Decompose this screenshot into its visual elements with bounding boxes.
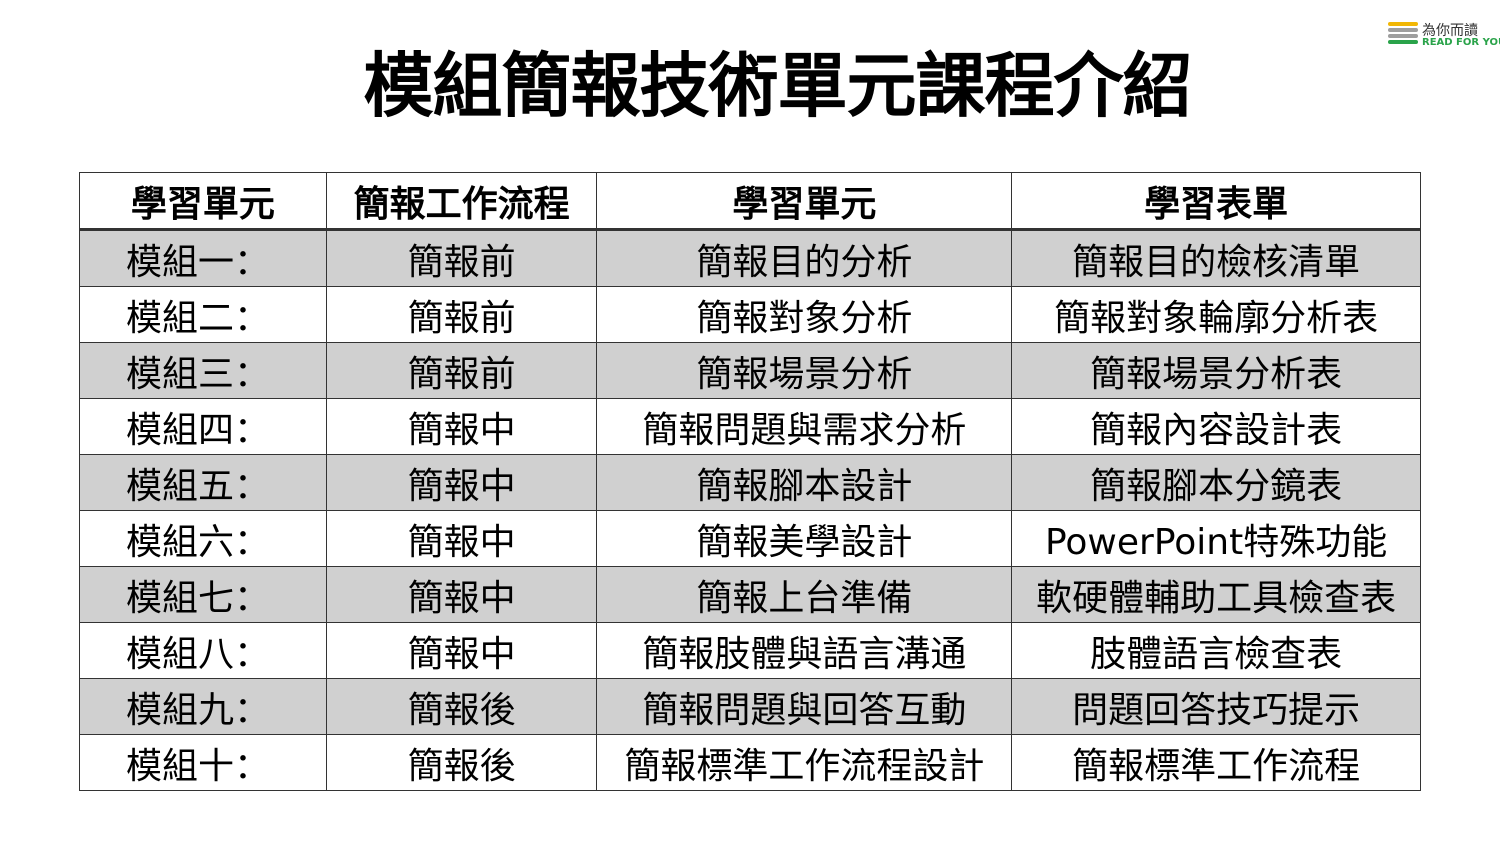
table-cell: 模組五： — [79, 454, 327, 511]
table-cell: 簡報對象輪廓分析表 — [1011, 286, 1421, 343]
table-cell: 簡報問題與回答互動 — [596, 678, 1013, 735]
column-header: 學習單元 — [79, 172, 327, 231]
table-cell: 簡報目的分析 — [596, 229, 1013, 287]
table-cell: 簡報目的檢核清單 — [1011, 229, 1421, 287]
table-cell: 肢體語言檢查表 — [1011, 622, 1421, 679]
table-cell: 模組一： — [79, 229, 327, 287]
table-header: 學習單元 簡報工作流程 學習單元 學習表單 — [79, 172, 1421, 231]
table-cell: 簡報問題與需求分析 — [596, 398, 1013, 455]
course-table: 學習單元 簡報工作流程 學習單元 學習表單 模組一： 簡報前 簡報目的分析 簡報目的檢核清單… — [79, 172, 1421, 791]
table-cell: 簡報前 — [325, 286, 598, 343]
logo-text-zh: 為你而讀 — [1422, 23, 1478, 39]
table-cell: 模組八： — [79, 622, 327, 679]
table-row: 模組七： 簡報中 簡報上台準備 軟硬體輔助工具檢查表 — [79, 566, 1421, 623]
table-row: 模組二： 簡報前 簡報對象分析 簡報對象輪廓分析表 — [79, 286, 1421, 343]
table-cell: 模組四： — [79, 398, 327, 455]
table-cell: 模組十： — [79, 734, 327, 791]
table-cell: 問題回答技巧提示 — [1011, 678, 1421, 735]
table-cell: 模組九： — [79, 678, 327, 735]
logo: 為你而讀 READ FOR YOU — [1388, 20, 1500, 50]
column-header: 簡報工作流程 — [325, 172, 598, 231]
column-header: 學習單元 — [596, 172, 1013, 231]
table-row: 模組四： 簡報中 簡報問題與需求分析 簡報內容設計表 — [79, 398, 1421, 455]
table-cell: 簡報內容設計表 — [1011, 398, 1421, 455]
table-cell: 軟硬體輔助工具檢查表 — [1011, 566, 1421, 623]
table-cell: 簡報中 — [325, 566, 598, 623]
table-cell: 簡報上台準備 — [596, 566, 1013, 623]
table-cell: 簡報前 — [325, 229, 598, 287]
table-cell: 簡報肢體與語言溝通 — [596, 622, 1013, 679]
books-icon — [1388, 22, 1418, 46]
table-cell: 模組三： — [79, 342, 327, 399]
column-header: 學習表單 — [1011, 172, 1421, 231]
table-row: 模組三： 簡報前 簡報場景分析 簡報場景分析表 — [79, 342, 1421, 399]
table-row: 模組九： 簡報後 簡報問題與回答互動 問題回答技巧提示 — [79, 678, 1421, 735]
table-row: 模組八： 簡報中 簡報肢體與語言溝通 肢體語言檢查表 — [79, 622, 1421, 679]
table-cell: 簡報對象分析 — [596, 286, 1013, 343]
table-row: 模組六： 簡報中 簡報美學設計 PowerPoint特殊功能 — [79, 510, 1421, 567]
table-cell: 簡報中 — [325, 454, 598, 511]
table-row: 模組五： 簡報中 簡報腳本設計 簡報腳本分鏡表 — [79, 454, 1421, 511]
table-cell: 簡報場景分析 — [596, 342, 1013, 399]
table-cell: PowerPoint特殊功能 — [1011, 510, 1421, 567]
table-cell: 簡報標準工作流程 — [1011, 734, 1421, 791]
table-cell: 簡報場景分析表 — [1011, 342, 1421, 399]
table-cell: 模組二： — [79, 286, 327, 343]
table-cell: 簡報美學設計 — [596, 510, 1013, 567]
table-cell: 簡報後 — [325, 734, 598, 791]
table-cell: 簡報中 — [325, 398, 598, 455]
table-cell: 簡報中 — [325, 622, 598, 679]
table-row: 模組十： 簡報後 簡報標準工作流程設計 簡報標準工作流程 — [79, 734, 1421, 791]
table-cell: 模組六： — [79, 510, 327, 567]
table-row: 模組一： 簡報前 簡報目的分析 簡報目的檢核清單 — [79, 229, 1421, 287]
table-cell: 簡報腳本分鏡表 — [1011, 454, 1421, 511]
table-cell: 簡報後 — [325, 678, 598, 735]
table-cell: 簡報標準工作流程設計 — [596, 734, 1013, 791]
table-cell: 簡報腳本設計 — [596, 454, 1013, 511]
table-cell: 模組七： — [79, 566, 327, 623]
logo-text-en: READ FOR YOU — [1422, 37, 1500, 48]
table-cell: 簡報前 — [325, 342, 598, 399]
table-cell: 簡報中 — [325, 510, 598, 567]
page-title: 模組簡報技術單元課程介紹 — [363, 45, 1193, 127]
